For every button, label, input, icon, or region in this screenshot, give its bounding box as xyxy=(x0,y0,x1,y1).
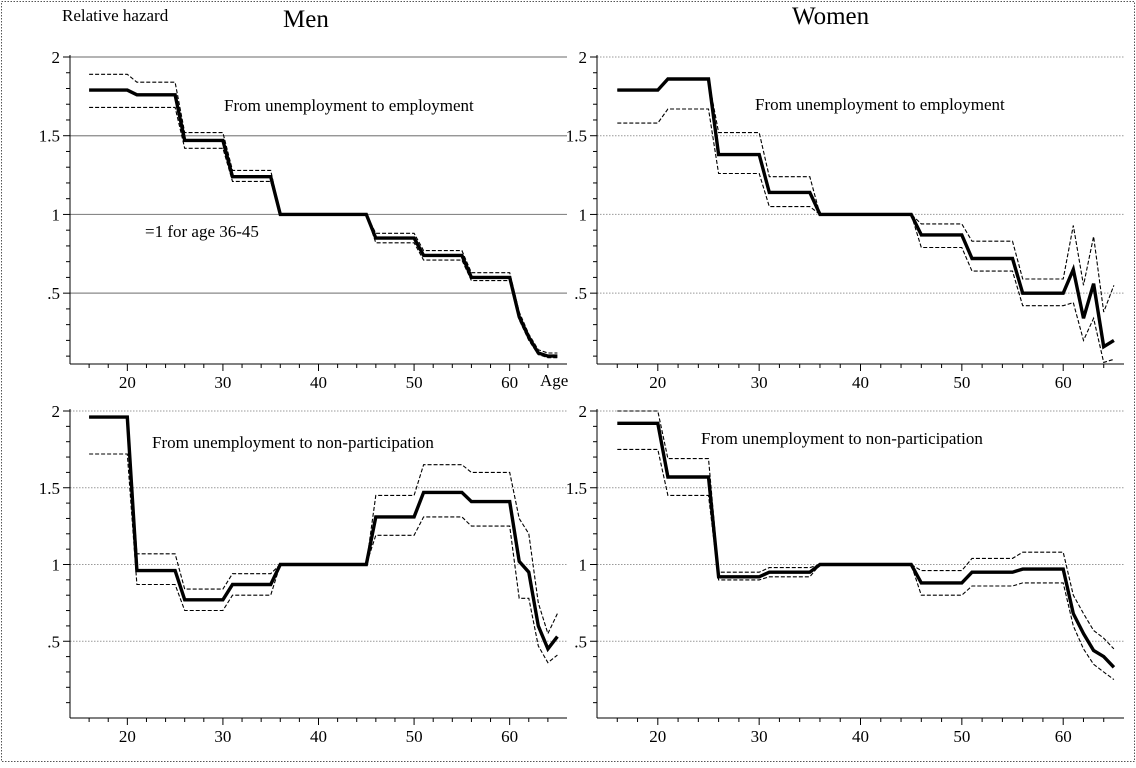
series-line-lower-men-nonparticipation xyxy=(89,453,558,664)
series-line-lower-women-employment xyxy=(617,108,1115,364)
panel-women-nonparticipation: .5 1 1.5 2 20 30 40 50 60 From unemployment to no… xyxy=(566,402,1124,746)
series-line-upper-women-employment xyxy=(617,78,1115,313)
panel-men-nonparticipation: .5 1 1.5 2 20 30 40 50 60 From unemployment to no… xyxy=(39,402,567,746)
x-tick-label-women-nonparticipation-4: 60 xyxy=(1055,727,1072,746)
x-tick-label-men-employment-2: 40 xyxy=(310,373,327,392)
x-tick-label-women-nonparticipation-1: 30 xyxy=(751,727,768,746)
series-line-lower-men-employment xyxy=(89,106,558,359)
x-axis-label: Age xyxy=(540,371,568,390)
x-tick-label-women-employment-0: 20 xyxy=(649,373,666,392)
annotation-women-employment: From unemployment to employment xyxy=(755,95,1005,114)
y-tick-label-women-employment-0: .5 xyxy=(574,284,587,303)
x-tick-label-men-nonparticipation-0: 20 xyxy=(119,727,136,746)
x-tick-label-men-employment-3: 50 xyxy=(406,373,423,392)
panel-title-men: Men xyxy=(283,6,329,33)
x-tick-label-men-employment-4: 60 xyxy=(501,373,518,392)
panel-women-employment: .5 1 1.5 2 20 30 40 50 60 From unemployment to em… xyxy=(566,48,1124,392)
x-tick-label-women-employment-2: 40 xyxy=(852,373,869,392)
y-tick-label-women-nonparticipation-2: 1.5 xyxy=(566,479,587,498)
annotation-men-nonparticipation: From unemployment to non-participation xyxy=(152,433,434,452)
y-tick-label-women-employment-1: 1 xyxy=(579,205,588,224)
y-tick-label-women-nonparticipation-3: 2 xyxy=(579,402,588,421)
y-tick-label-men-employment-0: .5 xyxy=(47,284,60,303)
series-line-estimate-women-employment xyxy=(617,77,1115,350)
x-tick-label-men-employment-1: 30 xyxy=(214,373,231,392)
y-tick-label-men-employment-2: 1.5 xyxy=(39,127,60,146)
x-tick-label-women-nonparticipation-3: 50 xyxy=(953,727,970,746)
annotation-men-employment: From unemployment to employment xyxy=(224,96,474,115)
annotation-women-nonparticipation: From unemployment to non-participation xyxy=(701,429,983,448)
y-tick-label-men-nonparticipation-2: 1.5 xyxy=(39,479,60,498)
series-line-upper-women-nonparticipation xyxy=(617,410,1115,650)
y-tick-label-men-nonparticipation-0: .5 xyxy=(47,632,60,651)
y-tick-label-women-nonparticipation-0: .5 xyxy=(574,632,587,651)
y-axis-label: Relative hazard xyxy=(62,6,169,25)
y-tick-label-women-employment-2: 1.5 xyxy=(566,127,587,146)
series-line-upper-men-employment xyxy=(89,73,558,354)
x-tick-label-men-nonparticipation-1: 30 xyxy=(214,727,231,746)
series-line-estimate-women-nonparticipation xyxy=(617,421,1116,669)
x-tick-label-women-nonparticipation-0: 20 xyxy=(649,727,666,746)
x-tick-label-women-employment-1: 30 xyxy=(751,373,768,392)
x-tick-label-men-nonparticipation-3: 50 xyxy=(406,727,423,746)
x-tick-label-women-employment-3: 50 xyxy=(953,373,970,392)
series-line-upper-men-nonparticipation xyxy=(89,416,558,636)
x-tick-label-men-nonparticipation-2: 40 xyxy=(310,727,327,746)
y-tick-label-women-employment-3: 2 xyxy=(579,48,588,67)
y-tick-label-men-employment-3: 2 xyxy=(52,48,61,67)
y-tick-label-men-nonparticipation-1: 1 xyxy=(52,556,61,575)
reference-note-men-employment: =1 for age 36-45 xyxy=(145,222,259,241)
y-tick-label-men-nonparticipation-3: 2 xyxy=(52,402,61,421)
x-tick-label-women-employment-4: 60 xyxy=(1055,373,1072,392)
x-tick-label-men-employment-0: 20 xyxy=(119,373,136,392)
panel-title-women: Women xyxy=(792,3,870,30)
series-line-lower-women-nonparticipation xyxy=(617,448,1115,681)
y-tick-label-men-employment-1: 1 xyxy=(52,205,61,224)
series-line-estimate-men-nonparticipation xyxy=(89,415,559,653)
y-tick-label-women-nonparticipation-1: 1 xyxy=(579,556,588,575)
x-tick-label-women-nonparticipation-2: 40 xyxy=(852,727,869,746)
x-tick-label-men-nonparticipation-4: 60 xyxy=(501,727,518,746)
series-line-estimate-men-employment xyxy=(89,88,558,358)
panel-men-employment: .5 1 1.5 2 20 30 40 50 60 From unemployment to em… xyxy=(39,48,567,392)
